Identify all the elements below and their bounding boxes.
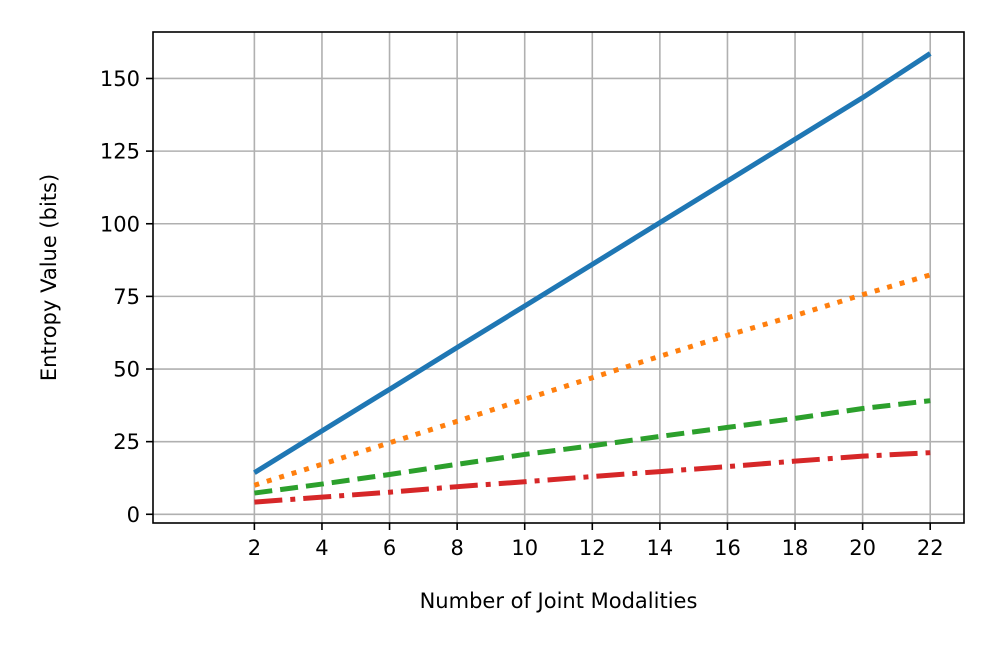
y-tick-label: 125	[100, 140, 140, 164]
x-tick-label: 14	[647, 536, 674, 560]
x-tick-label: 6	[383, 536, 396, 560]
y-axis-label: Entropy Value (bits)	[37, 174, 61, 381]
x-axis: 2 4 6 8 10 12 14 16 18 20 22	[248, 523, 944, 560]
series-line-2	[253, 272, 931, 488]
y-tick-label: 25	[113, 430, 140, 454]
y-tick-label: 75	[113, 285, 140, 309]
x-tick-label: 10	[511, 536, 538, 560]
y-axis: 0 25 50 75 100 125 150	[100, 67, 153, 527]
x-tick-label: 8	[450, 536, 463, 560]
x-tick-label: 22	[917, 536, 944, 560]
series-line-3	[254, 398, 931, 496]
series-line-1	[253, 51, 932, 475]
series-group	[253, 51, 932, 505]
grid	[153, 32, 964, 523]
plot-frame	[152, 31, 965, 524]
y-tick-label: 50	[113, 358, 140, 382]
x-tick-label: 16	[714, 536, 741, 560]
x-tick-label: 20	[849, 536, 876, 560]
y-tick-label: 100	[100, 212, 140, 236]
x-tick-label: 18	[782, 536, 809, 560]
y-tick-label: 150	[100, 67, 140, 91]
series-line-4	[254, 450, 931, 505]
x-tick-label: 2	[248, 536, 261, 560]
x-axis-label: Number of Joint Modalities	[420, 589, 698, 613]
y-tick-label: 0	[127, 503, 140, 527]
x-tick-label: 12	[579, 536, 606, 560]
x-tick-label: 4	[315, 536, 328, 560]
